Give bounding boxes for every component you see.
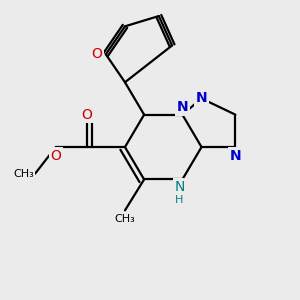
Text: O: O: [50, 149, 61, 163]
Text: N: N: [177, 100, 188, 114]
Text: H: H: [175, 195, 184, 205]
Text: CH₃: CH₃: [13, 169, 34, 178]
Text: N: N: [174, 180, 184, 194]
Text: N: N: [196, 92, 207, 106]
Text: N: N: [230, 149, 241, 163]
Text: O: O: [92, 47, 102, 61]
Text: O: O: [81, 108, 92, 122]
Text: CH₃: CH₃: [115, 214, 135, 224]
